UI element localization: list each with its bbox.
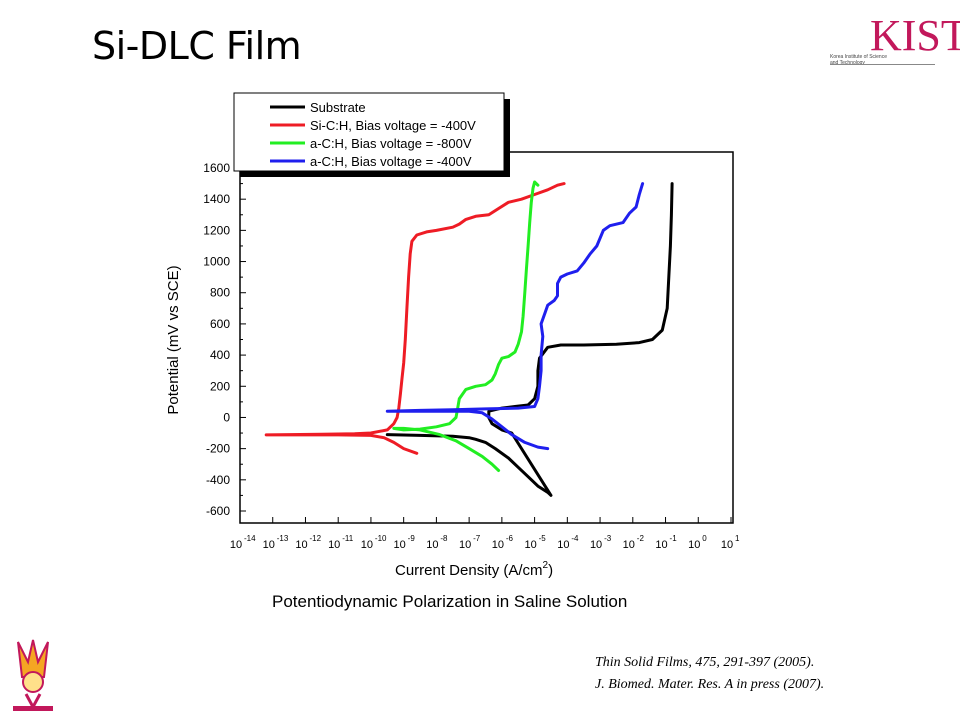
- legend-label-4: a-C:H, Bias voltage = -400V: [310, 154, 472, 169]
- x-tick-label: 10: [295, 539, 307, 551]
- x-tick-label: 10: [623, 539, 635, 551]
- x-tick-label: 10: [230, 539, 242, 551]
- y-tick-label: 1000: [203, 255, 230, 269]
- legend-label-3: a-C:H, Bias voltage = -800V: [310, 136, 472, 151]
- y-tick-label: 800: [210, 286, 230, 300]
- y-tick-label: 1200: [203, 223, 230, 237]
- x-tick-exponent: -2: [637, 534, 645, 543]
- slide-title: Si-DLC Film: [92, 24, 302, 68]
- kist-logo-mark: KIST: [870, 11, 960, 60]
- series-line-4: [385, 182, 645, 451]
- x-tick-exponent: -9: [408, 534, 416, 543]
- legend-label-1: Substrate: [310, 100, 366, 115]
- y-tick-label: 600: [210, 317, 230, 331]
- x-tick-label: 10: [524, 539, 536, 551]
- kist-logo: KIST Korea Institute of Science and Tech…: [830, 10, 960, 74]
- x-tick-label: 10: [459, 539, 471, 551]
- x-tick-exponent: -1: [670, 534, 678, 543]
- x-tick-exponent: -12: [309, 534, 321, 543]
- y-tick-label: -200: [206, 442, 230, 456]
- x-tick-exponent: -4: [571, 534, 579, 543]
- x-tick-exponent: -14: [244, 534, 256, 543]
- legend-label-2: Si-C:H, Bias voltage = -400V: [310, 118, 476, 133]
- kist-logo-subtitle: Korea Institute of Science and Technolog…: [830, 54, 887, 66]
- x-tick-exponent: 0: [702, 534, 707, 543]
- y-tick-label: 400: [210, 348, 230, 362]
- x-tick-label: 10: [721, 539, 733, 551]
- y-axis-label: Potential (mV vs SCE): [165, 265, 182, 414]
- x-axis-label: Current Density (A/cm2): [395, 560, 553, 579]
- x-tick-label: 10: [263, 539, 275, 551]
- citations: Thin Solid Films, 475, 291-397 (2005). J…: [595, 652, 824, 696]
- x-tick-exponent: -3: [604, 534, 612, 543]
- citation-2: J. Biomed. Mater. Res. A in press (2007)…: [595, 677, 825, 692]
- series-line-2: [264, 182, 566, 455]
- y-tick-label: 200: [210, 379, 230, 393]
- logo-rule: [830, 64, 935, 65]
- x-tick-exponent: -8: [440, 534, 448, 543]
- x-tick-exponent: -10: [375, 534, 387, 543]
- x-tick-exponent: -7: [473, 534, 481, 543]
- x-tick-label: 10: [361, 539, 373, 551]
- x-tick-exponent: -11: [342, 534, 354, 543]
- x-tick-label: 10: [394, 539, 406, 551]
- x-tick-label: 10: [328, 539, 340, 551]
- y-tick-label: -600: [206, 504, 230, 518]
- mascot-logo-icon: [13, 639, 53, 711]
- y-tick-label: 1600: [203, 161, 230, 175]
- x-tick-label: 10: [492, 539, 504, 551]
- x-tick-label: 10: [426, 539, 438, 551]
- x-tick-label: 10: [557, 539, 569, 551]
- chart-caption: Potentiodynamic Polarization in Saline S…: [272, 592, 628, 611]
- x-tick-exponent: -6: [506, 534, 514, 543]
- x-tick-exponent: -13: [277, 534, 289, 543]
- x-tick-label: 10: [688, 539, 700, 551]
- x-tick-label: 10: [655, 539, 667, 551]
- y-tick-label: 0: [223, 410, 230, 424]
- y-tick-label: 1400: [203, 192, 230, 206]
- y-tick-label: -400: [206, 473, 230, 487]
- x-tick-exponent: 1: [735, 534, 740, 543]
- citation-1: Thin Solid Films, 475, 291-397 (2005).: [595, 655, 815, 670]
- series-line-3: [392, 180, 540, 472]
- x-tick-label: 10: [590, 539, 602, 551]
- x-tick-exponent: -5: [539, 534, 547, 543]
- plot-frame: [239, 151, 734, 524]
